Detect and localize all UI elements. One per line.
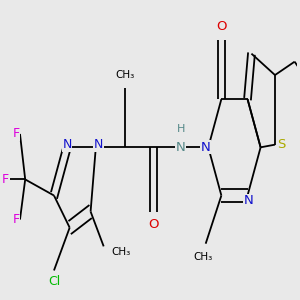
- Text: H: H: [177, 124, 185, 134]
- Text: N: N: [62, 138, 72, 151]
- Text: N: N: [94, 138, 103, 151]
- Text: F: F: [13, 213, 20, 226]
- Text: N: N: [200, 141, 210, 154]
- Text: CH₃: CH₃: [194, 252, 213, 262]
- Text: N: N: [176, 141, 186, 154]
- Text: F: F: [2, 173, 9, 186]
- Text: N: N: [244, 194, 254, 207]
- Text: CH₃: CH₃: [112, 247, 131, 257]
- Text: Cl: Cl: [48, 275, 60, 288]
- Text: F: F: [13, 128, 20, 140]
- Text: CH₃: CH₃: [115, 70, 134, 80]
- Text: O: O: [216, 20, 226, 33]
- Text: S: S: [277, 138, 286, 151]
- Text: O: O: [148, 218, 159, 231]
